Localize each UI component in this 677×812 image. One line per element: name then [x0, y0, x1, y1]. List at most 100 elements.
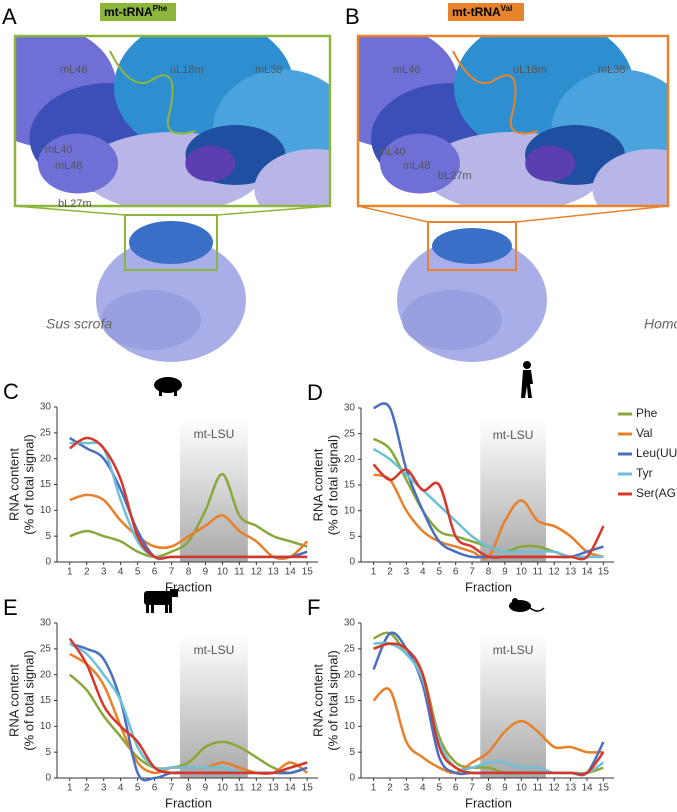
y-tick-label: 10 [40, 721, 52, 732]
y-tick-label: 0 [349, 773, 355, 784]
legend-label: Tyr [636, 466, 653, 480]
x-tick-label: 7 [469, 567, 475, 578]
x-tick-label: 5 [135, 567, 141, 578]
structure-blob [525, 145, 576, 182]
x-tick-label: 4 [420, 567, 426, 578]
structure-blob [254, 149, 330, 206]
y-tick-label: 10 [40, 505, 52, 516]
trna-name: mt-tRNA [104, 5, 153, 19]
y-tick-label: 30 [40, 618, 52, 629]
x-tick-label: 15 [302, 567, 314, 578]
y-axis-label: RNA content [6, 664, 21, 737]
x-tick-label: 3 [101, 567, 107, 578]
icon [169, 603, 172, 613]
y-tick-label: 15 [344, 695, 356, 706]
zoom-box [356, 34, 670, 208]
trna [109, 50, 196, 135]
annotation: mt-LSU [493, 643, 534, 657]
icon [159, 389, 162, 396]
structure-blob [38, 133, 118, 194]
panel-letter: F [307, 595, 320, 620]
y-tick-label: 0 [45, 557, 51, 568]
annotation: mt-LSU [194, 427, 235, 441]
y-axis-label: (% of total signal) [325, 435, 340, 535]
icon [170, 589, 178, 597]
x-tick-label: 7 [169, 567, 175, 578]
series-line [69, 472, 308, 559]
x-tick-label: 9 [203, 783, 209, 794]
y-tick-label: 30 [344, 618, 356, 629]
zoom-line [14, 205, 126, 216]
x-tick-label: 10 [516, 567, 528, 578]
x-tick-label: 14 [285, 783, 297, 794]
x-tick-label: 13 [565, 783, 577, 794]
y-tick-label: 25 [40, 643, 52, 654]
protein-label: mL48 [403, 160, 431, 172]
ribosome [402, 290, 502, 350]
ribosome-head [432, 228, 512, 264]
x-axis-label: Fraction [165, 795, 212, 810]
x-tick-label: 6 [453, 783, 459, 794]
x-tick-label: 7 [169, 783, 175, 794]
shade-region [480, 635, 546, 778]
y-tick-label: 0 [349, 557, 355, 568]
y-axis-label: (% of total signal) [21, 650, 36, 750]
zoom-line [216, 205, 331, 216]
legend-label: Phe [636, 406, 658, 420]
x-tick-label: 12 [549, 783, 561, 794]
x-tick-label: 6 [152, 783, 158, 794]
x-tick-label: 1 [67, 567, 73, 578]
x-tick-label: 4 [118, 567, 124, 578]
icon [512, 598, 518, 604]
y-tick-label: 5 [45, 747, 51, 758]
x-tick-label: 13 [268, 783, 280, 794]
x-tick-label: 12 [549, 567, 561, 578]
x-tick-label: 10 [516, 783, 528, 794]
series-line [69, 436, 308, 560]
x-tick-label: 4 [420, 783, 426, 794]
zoom-box-small [124, 214, 218, 271]
zoom-box [13, 34, 332, 208]
x-tick-label: 11 [533, 567, 544, 578]
x-tick-label: 8 [186, 567, 192, 578]
protein-label: mL40 [378, 146, 406, 158]
species: Sus scrofa [46, 316, 112, 332]
x-tick-label: 6 [152, 567, 158, 578]
y-tick-label: 15 [40, 695, 52, 706]
structure-zoom [358, 36, 668, 206]
x-tick-label: 5 [436, 783, 442, 794]
y-tick-label: 20 [344, 669, 356, 680]
y-tick-label: 20 [344, 454, 356, 465]
x-tick-label: 15 [302, 783, 314, 794]
y-tick-label: 20 [40, 453, 52, 464]
trna-label: mt-tRNAPhe [104, 4, 168, 19]
icon [174, 389, 177, 396]
trna [452, 50, 539, 135]
x-tick-label: 3 [101, 783, 107, 794]
trna-tag [100, 3, 176, 21]
x-tick-label: 8 [486, 783, 492, 794]
series-line [372, 463, 605, 561]
y-tick-label: 5 [349, 747, 355, 758]
y-axis-label: (% of total signal) [21, 434, 36, 534]
y-axis-label: RNA content [310, 664, 325, 737]
series-line [373, 642, 605, 776]
x-axis-label: Fraction [465, 579, 512, 594]
zoom-line [515, 205, 669, 223]
y-tick-label: 30 [40, 402, 52, 413]
y-tick-label: 15 [344, 480, 356, 491]
x-tick-label: 4 [118, 783, 124, 794]
structure-blob [592, 149, 668, 206]
shade-region [180, 635, 248, 778]
x-tick-label: 1 [371, 783, 377, 794]
protein-label: mL46 [393, 64, 421, 76]
protein-label: bL27m [438, 170, 472, 182]
annotation: mt-LSU [493, 428, 534, 442]
icon [154, 377, 182, 393]
y-tick-label: 25 [40, 427, 52, 438]
x-tick-label: 5 [436, 567, 442, 578]
x-tick-label: 2 [387, 783, 393, 794]
zoom-line [357, 205, 429, 223]
y-axis-label: RNA content [310, 448, 325, 521]
zoom-box-small [427, 221, 517, 271]
